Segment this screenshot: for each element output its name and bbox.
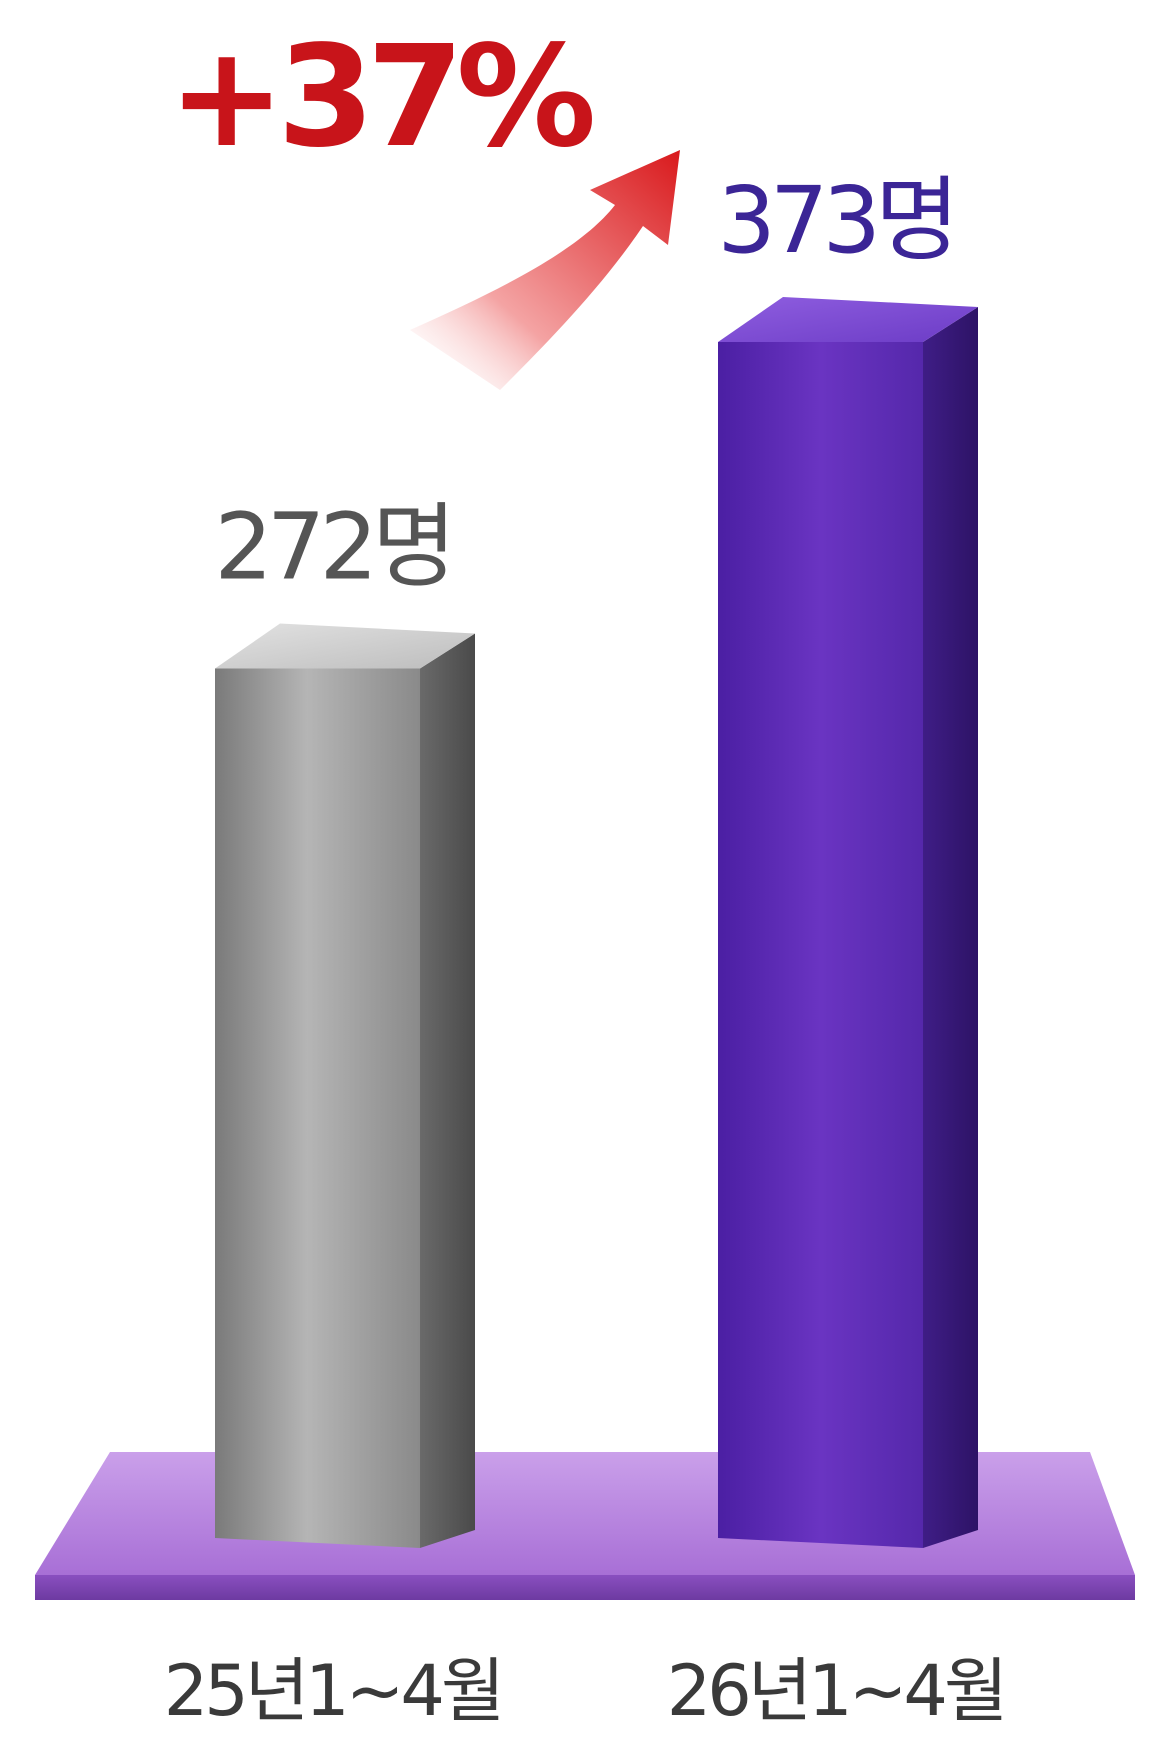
bar-top bbox=[718, 296, 978, 342]
change-label: +37% bbox=[168, 16, 592, 179]
category-label: 25년1~4월 bbox=[164, 1650, 502, 1732]
bar-top bbox=[215, 623, 475, 669]
bar bbox=[718, 296, 978, 1548]
bar bbox=[215, 623, 475, 1548]
bar-side bbox=[420, 633, 475, 1548]
value-label: 272명 bbox=[214, 494, 450, 601]
floor-edge bbox=[35, 1575, 1135, 1600]
growth-arrow-icon bbox=[410, 150, 680, 390]
bars-group bbox=[215, 296, 978, 1548]
value-label: 373명 bbox=[717, 167, 953, 274]
bar-side bbox=[923, 306, 978, 1548]
category-label: 26년1~4월 bbox=[667, 1650, 1005, 1732]
bar-front bbox=[718, 341, 923, 1548]
bar-front bbox=[215, 668, 420, 1548]
